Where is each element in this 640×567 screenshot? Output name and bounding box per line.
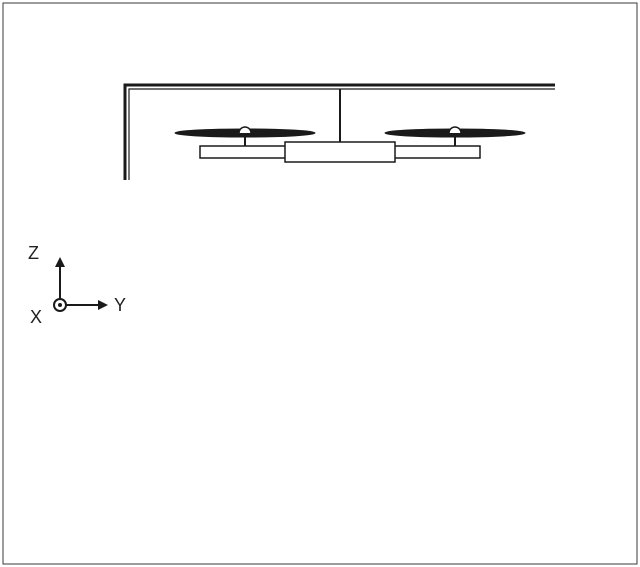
diagram-svg	[0, 0, 640, 567]
axis-label-z: Z	[28, 243, 39, 264]
axis-label-x: X	[30, 307, 42, 328]
axis-label-y: Y	[114, 295, 126, 316]
